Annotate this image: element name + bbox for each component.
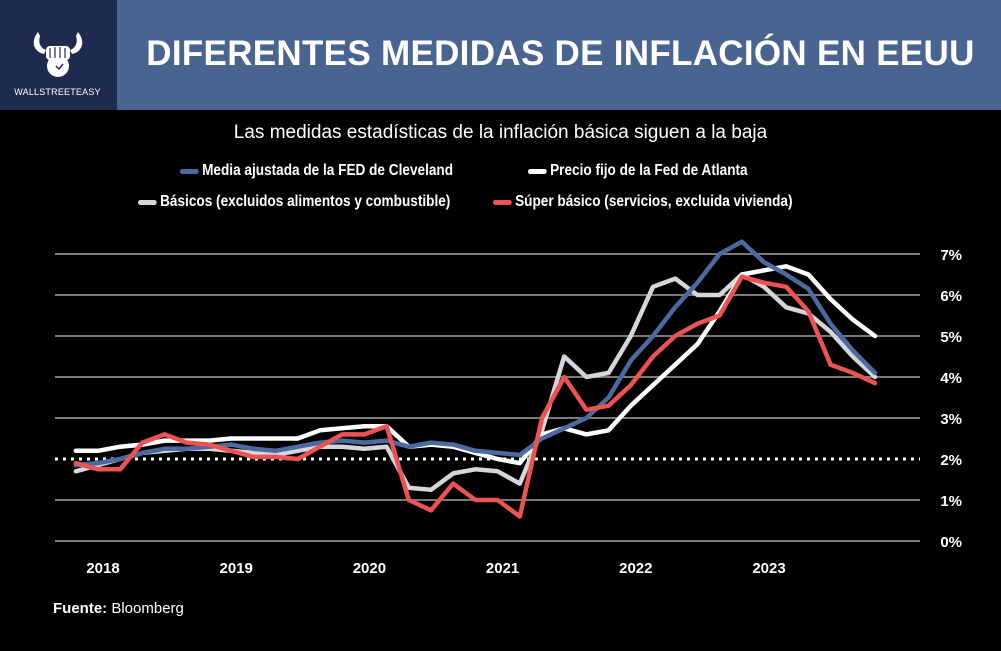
legend-swatch xyxy=(138,199,157,205)
legend-swatch xyxy=(528,168,547,174)
legend-label: Media ajustada de la FED de Cleveland xyxy=(202,162,454,179)
source-value: Bloomberg xyxy=(111,600,184,617)
logo: WALLSTREETEASY xyxy=(10,28,105,97)
legend-label: Súper básico (servicios, excluida vivien… xyxy=(515,193,793,210)
legend-item-atlanta: Precio fijo de la Fed de Atlanta xyxy=(528,162,748,180)
y-tick-label: 3% xyxy=(940,411,962,428)
x-tick-label: 2020 xyxy=(353,560,386,577)
y-tick-label: 1% xyxy=(940,493,962,510)
legend-item-cleveland: Media ajustada de la FED de Cleveland xyxy=(180,162,453,180)
source-note: Fuente: Bloomberg xyxy=(53,600,184,617)
x-tick-label: 2019 xyxy=(220,560,253,577)
chart-title: Las medidas estadísticas de la inflación… xyxy=(233,122,768,143)
source-label: Fuente: xyxy=(53,600,108,617)
logo-text: WALLSTREETEASY xyxy=(14,87,101,97)
series-line-0 xyxy=(73,239,878,468)
legend-item-super-basico: Súper básico (servicios, excluida vivien… xyxy=(493,193,793,211)
legend-item-basicos: Básicos (excluidos alimentos y combustib… xyxy=(138,193,450,211)
series-line-2 xyxy=(73,272,878,493)
y-tick-label: 2% xyxy=(940,452,962,469)
x-tick-label: 2023 xyxy=(752,560,785,577)
y-tick-label: 0% xyxy=(940,534,962,551)
legend-label: Precio fijo de la Fed de Atlanta xyxy=(550,162,748,179)
page-title: DIFERENTES MEDIDAS DE INFLACIÓN EN EEUU xyxy=(146,34,975,73)
legend-swatch xyxy=(180,168,199,174)
x-tick-label: 2021 xyxy=(486,560,519,577)
legend-swatch xyxy=(493,199,512,205)
series-line-3 xyxy=(73,274,878,519)
x-tick-label: 2022 xyxy=(619,560,652,577)
legend-label: Básicos (excluidos alimentos y combustib… xyxy=(160,193,451,210)
y-tick-label: 4% xyxy=(940,370,962,387)
y-tick-label: 7% xyxy=(940,247,962,264)
y-tick-label: 6% xyxy=(940,288,962,305)
y-tick-label: 5% xyxy=(940,329,962,346)
x-tick-label: 2018 xyxy=(86,560,119,577)
bull-fist-logo-icon xyxy=(33,32,82,77)
header-banner: WALLSTREETEASY DIFERENTES MEDIDAS DE INF… xyxy=(0,0,1001,110)
